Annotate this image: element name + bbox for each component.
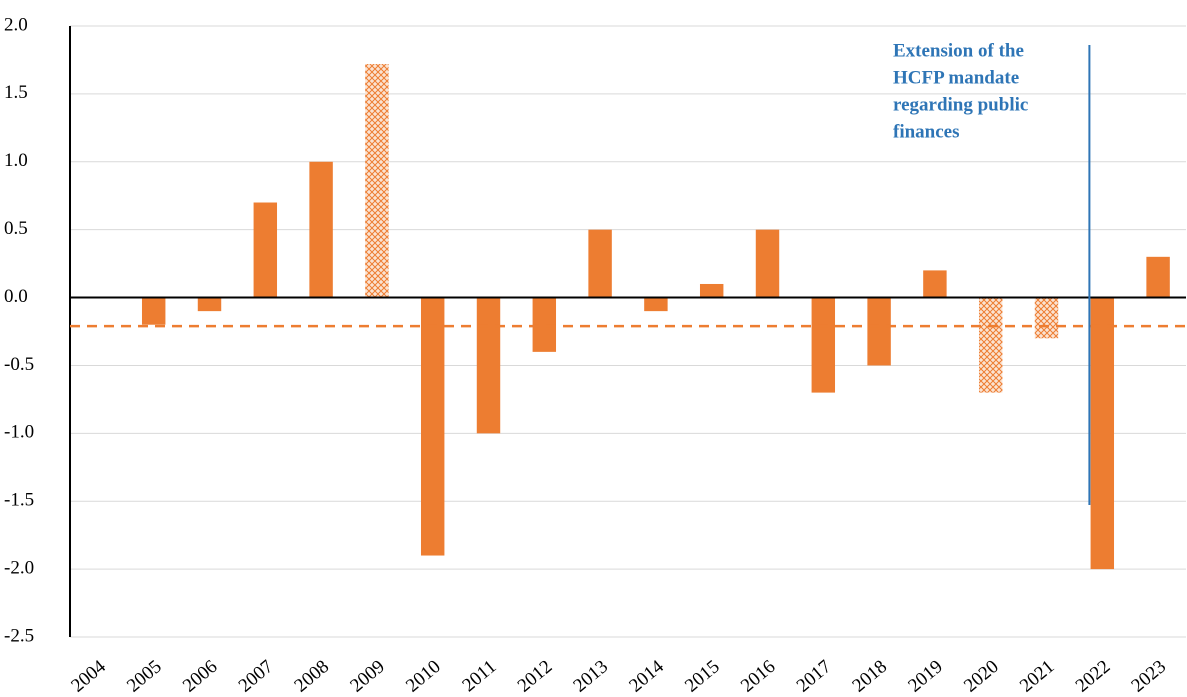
bar <box>644 297 668 312</box>
x-tick-label: 2009 <box>346 656 389 697</box>
y-tick-label: 0.0 <box>4 286 28 307</box>
x-tick-label: 2011 <box>458 656 500 696</box>
y-tick-label: 0.5 <box>4 218 28 239</box>
bar <box>532 297 557 352</box>
bar <box>141 297 166 325</box>
bar <box>253 202 278 298</box>
y-tick-label: 1.0 <box>4 150 28 171</box>
bar <box>978 297 1003 393</box>
x-tick-label: 2016 <box>737 656 780 697</box>
bar <box>923 270 947 298</box>
x-tick-label: 2004 <box>67 656 110 697</box>
bar <box>1034 297 1059 339</box>
y-tick-label: -0.5 <box>4 354 34 375</box>
y-tick-label: 2.0 <box>4 14 28 35</box>
bar <box>1090 297 1115 570</box>
x-tick-label: 2019 <box>904 656 947 697</box>
x-tick-label: 2007 <box>235 656 278 697</box>
x-tick-label: 2023 <box>1128 656 1171 697</box>
bar <box>365 64 389 298</box>
annotation-text: finances <box>893 121 960 142</box>
bar <box>309 161 333 298</box>
x-tick-label: 2008 <box>291 656 334 697</box>
annotation-text: HCFP mandate <box>893 67 1019 88</box>
bar <box>420 297 445 556</box>
x-tick-label: 2013 <box>570 656 613 697</box>
y-tick-label: -2.0 <box>4 557 34 578</box>
x-tick-label: 2022 <box>1072 656 1115 697</box>
x-tick-label: 2021 <box>1016 656 1059 697</box>
x-tick-label: 2018 <box>849 656 892 697</box>
bar <box>755 229 780 298</box>
x-tick-label: 2015 <box>681 656 724 697</box>
x-tick-label: 2006 <box>179 656 222 697</box>
bar <box>699 283 724 298</box>
x-tick-label: 2014 <box>625 656 668 697</box>
bar <box>811 297 836 393</box>
y-tick-label: -1.0 <box>4 422 34 443</box>
bar <box>867 297 891 366</box>
y-tick-label: -2.5 <box>4 625 34 646</box>
bar <box>1146 256 1170 298</box>
annotation-text: Extension of the <box>893 40 1024 61</box>
y-tick-label: 1.5 <box>4 82 28 103</box>
bar <box>588 229 612 298</box>
x-tick-label: 2020 <box>960 656 1003 697</box>
x-tick-label: 2017 <box>793 656 836 697</box>
annotation-text: regarding public <box>893 94 1028 115</box>
x-tick-label: 2005 <box>123 656 166 697</box>
bar <box>476 297 501 434</box>
y-tick-label: -1.5 <box>4 490 34 511</box>
x-tick-label: 2010 <box>402 656 445 697</box>
bar <box>197 297 222 312</box>
x-tick-label: 2012 <box>514 656 557 697</box>
